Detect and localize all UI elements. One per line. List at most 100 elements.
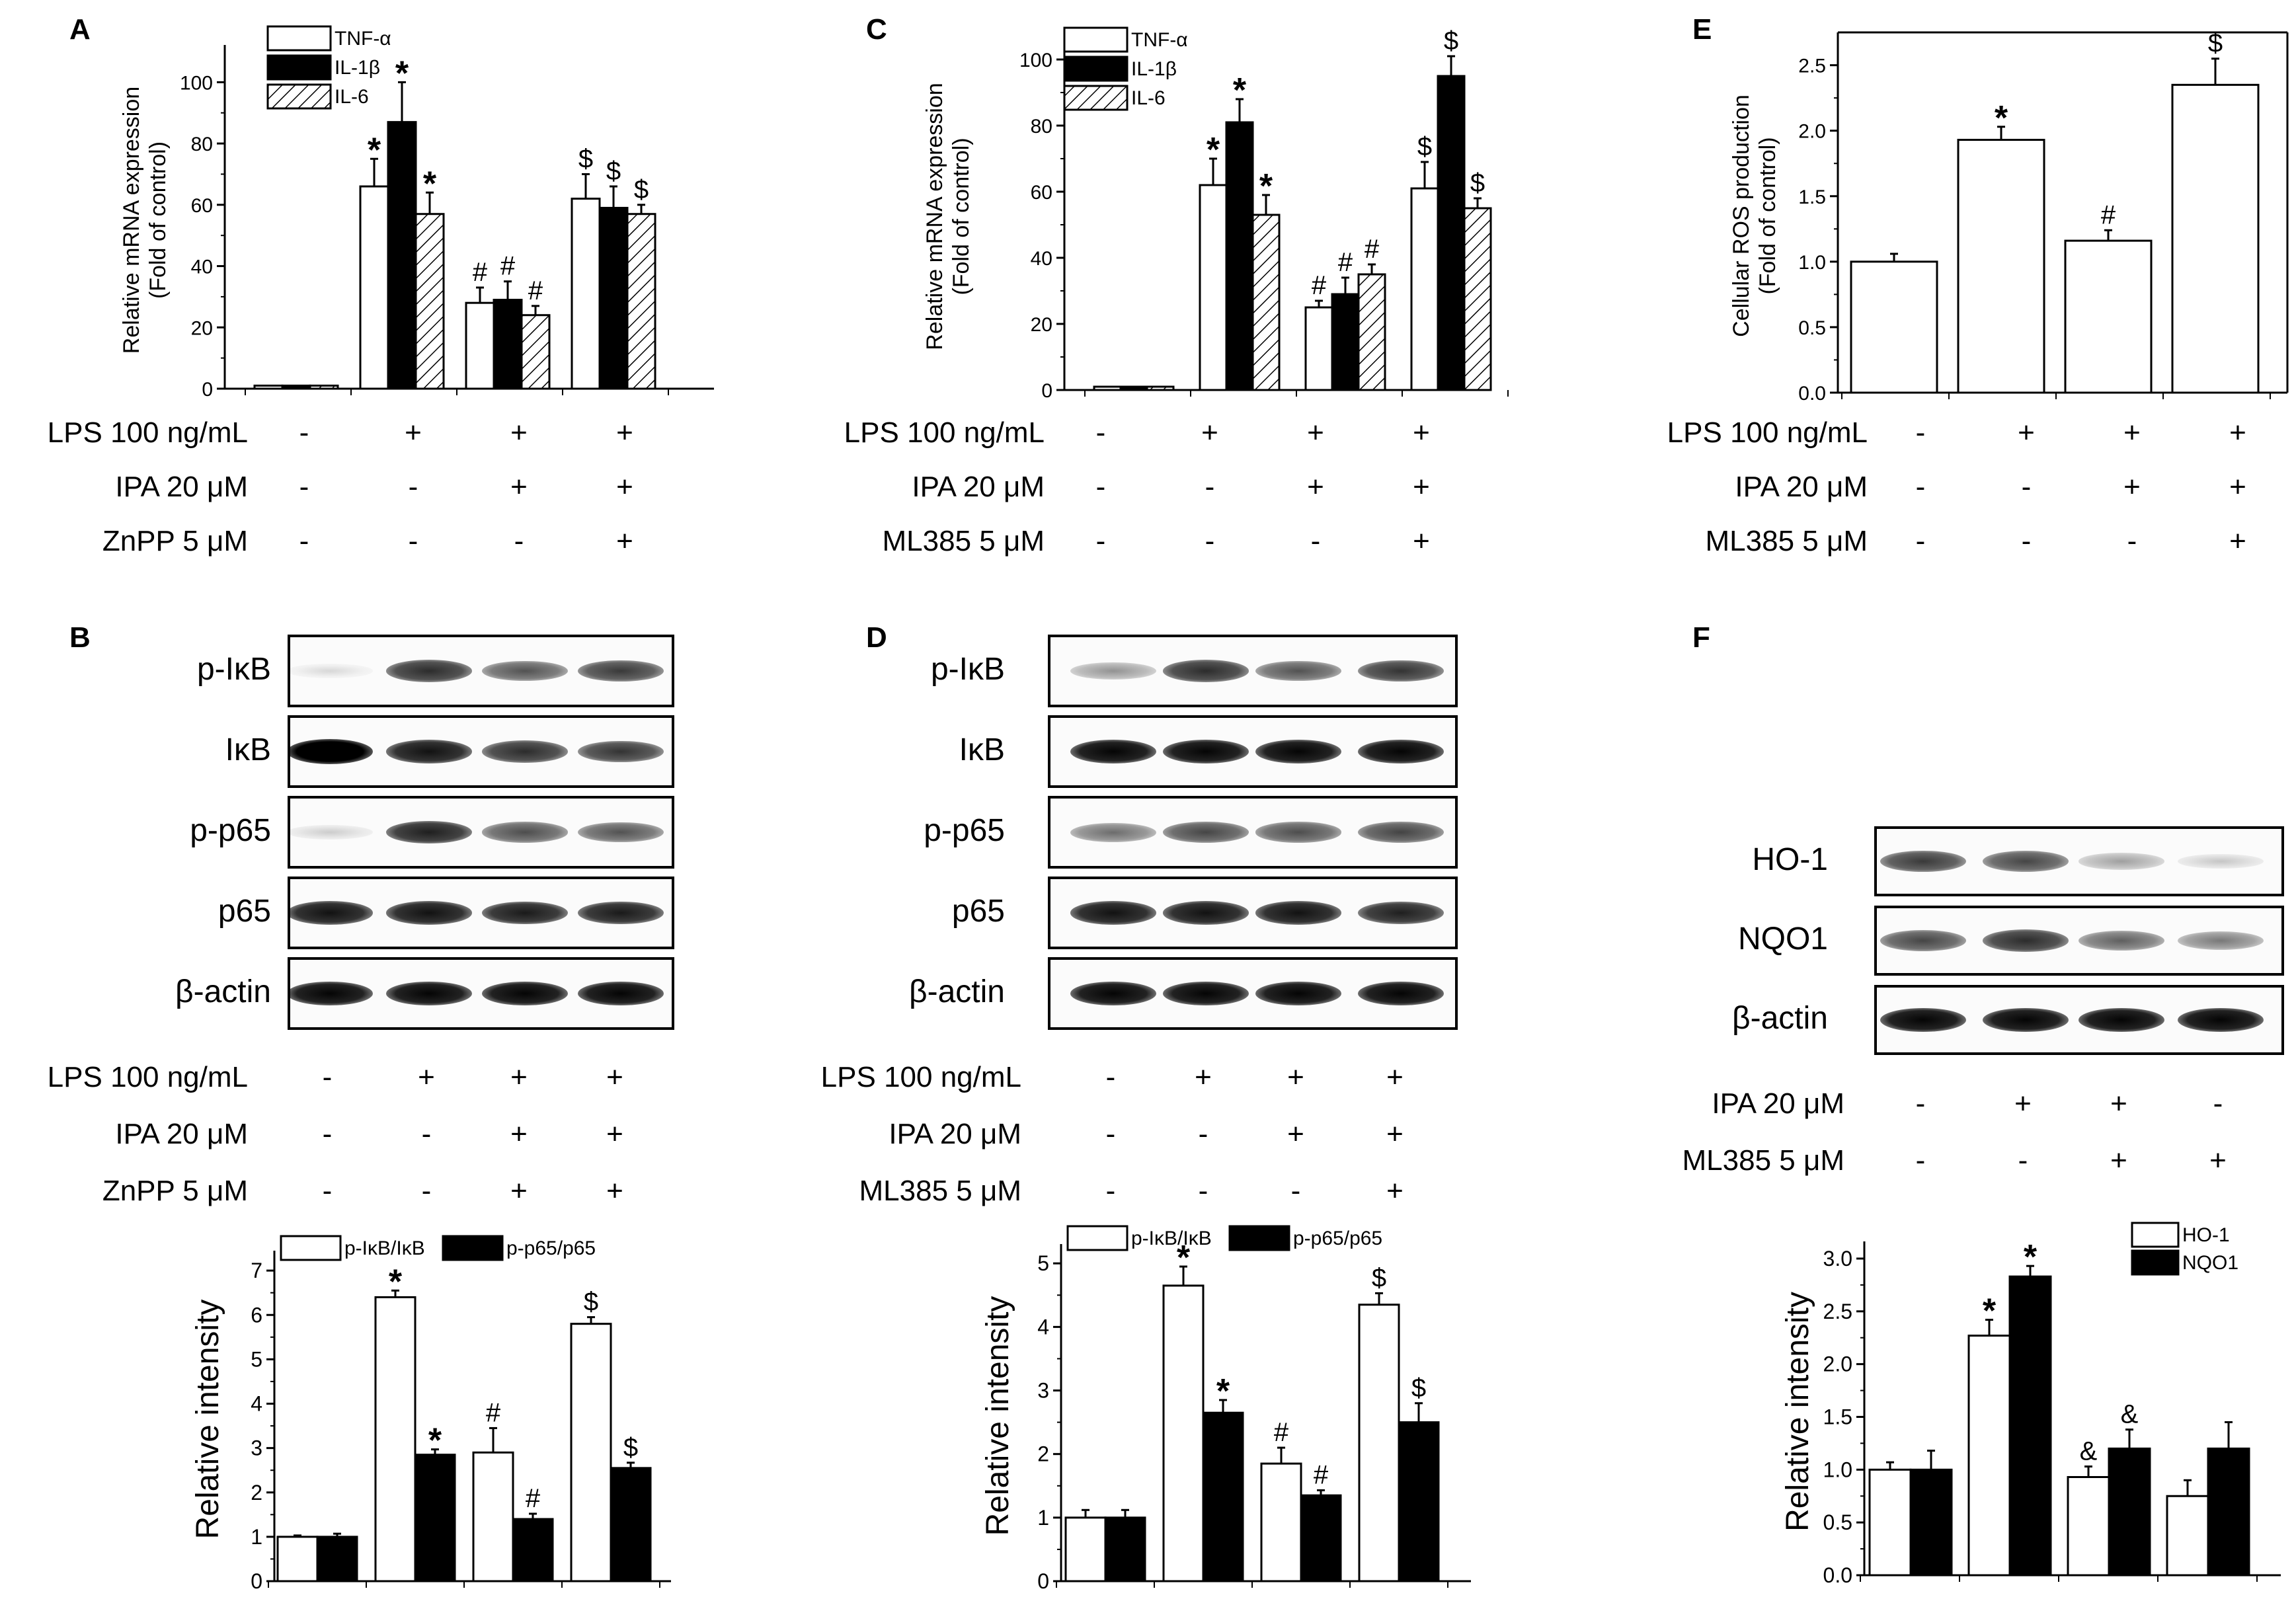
bar-il6-3	[520, 314, 551, 390]
y-axis-label: Relative mRNA expression	[922, 83, 947, 350]
y-tick-label: 40	[1031, 248, 1052, 270]
treatment-sign: -	[1205, 471, 1215, 503]
treatment-sign: +	[510, 1175, 528, 1207]
treatment-sign: +	[2110, 1087, 2127, 1120]
treatment-sign: +	[2229, 471, 2246, 503]
y-tick-label: 5	[1037, 1251, 1049, 1275]
y-tick-label: 7	[251, 1259, 262, 1282]
bar-ros-1	[1850, 260, 1938, 394]
bar-pibib-3	[1260, 1462, 1302, 1582]
bar-pibib-4	[570, 1323, 612, 1582]
blot-strip	[1048, 715, 1458, 788]
treatment-sign: -	[408, 525, 418, 557]
y-tick-label: 2	[251, 1481, 262, 1504]
bar-pp65p65-3	[512, 1518, 554, 1582]
treatment-label: LPS 100 ng/mL	[844, 416, 1045, 449]
legend-label: HO-1	[2182, 1224, 2230, 1246]
blot-band	[578, 822, 664, 843]
legend-label: p-IκB/IκB	[1131, 1228, 1212, 1249]
bar-tnf-3	[1304, 306, 1333, 391]
treatment-label: IPA 20 μM	[1735, 471, 1868, 503]
bar-tnf-1	[253, 384, 284, 390]
panel-label-d: D	[866, 621, 887, 654]
treatment-label: ML385 5 μM	[859, 1175, 1021, 1207]
legend-label: IL-6	[1131, 87, 1166, 109]
treatment-label: LPS 100 ng/mL	[47, 416, 248, 449]
blot-band	[1070, 739, 1156, 764]
blot-band	[1880, 850, 1966, 873]
blot-label: β-actin	[909, 974, 1005, 1009]
blot-band	[578, 901, 664, 925]
blot-label: IκB	[225, 732, 271, 767]
blot-band	[2178, 853, 2264, 869]
blot-band	[1983, 929, 2069, 952]
bar-pp65p65-1	[1104, 1516, 1146, 1582]
bar-il6-1	[309, 384, 339, 390]
treatment-sign: -	[1310, 525, 1321, 557]
y-tick-label: 2.0	[1823, 1352, 1852, 1376]
bar-tnf-2	[359, 185, 389, 390]
y-axis-label: Relative mRNA expression	[119, 87, 144, 354]
bar-il6-4	[626, 213, 656, 390]
significance-mark: *	[1177, 1239, 1191, 1277]
significance-mark: *	[1995, 99, 2008, 137]
blot-strip	[288, 796, 674, 869]
y-tick-label: 1	[1037, 1506, 1049, 1530]
bar-il1-3	[493, 299, 523, 390]
treatment-sign: +	[510, 416, 528, 449]
treatment-sign: -	[1095, 525, 1106, 557]
blot-band	[2078, 853, 2164, 870]
blot-strip	[288, 715, 674, 788]
treatment-label: ML385 5 μM	[1705, 525, 1868, 557]
treatment-label: LPS 100 ng/mL	[47, 1061, 248, 1093]
blot-band	[1255, 822, 1341, 843]
blot-band	[1255, 981, 1341, 1006]
blot-strip	[1048, 796, 1458, 869]
blot-label: p-IκB	[196, 652, 271, 687]
treatment-sign: +	[2014, 1087, 2032, 1120]
treatment-sign: -	[408, 471, 418, 503]
y-tick-label: 3	[251, 1436, 262, 1460]
y-tick-label: 80	[191, 134, 213, 155]
blot-strip	[1874, 985, 2284, 1055]
y-tick-label: 4	[251, 1392, 262, 1416]
treatment-sign: +	[2123, 471, 2141, 503]
bar-ho1-1	[1868, 1468, 1912, 1577]
significance-mark: #	[486, 1398, 501, 1427]
blot-label: p65	[218, 894, 271, 929]
blot-strip	[1048, 957, 1458, 1030]
bar-pp65p65-4	[610, 1467, 652, 1582]
bar-pp65p65-4	[1398, 1421, 1440, 1582]
legend-label: p-p65/p65	[506, 1237, 596, 1259]
treatment-sign: -	[1095, 471, 1106, 503]
significance-mark: #	[1314, 1461, 1329, 1490]
blot-strip	[1874, 906, 2284, 976]
blot-band	[2078, 1007, 2164, 1033]
chart-d: 0 1 2 3 4 5 Relative intensity * * # # $ $ p-IκB/IκB p…	[980, 1225, 1471, 1593]
treatment-label: IPA 20 μM	[889, 1118, 1021, 1150]
treatment-sign: -	[322, 1061, 333, 1093]
significance-mark: &	[2080, 1437, 2098, 1466]
treatment-sign: +	[418, 1061, 435, 1093]
legend-swatch	[1063, 56, 1128, 82]
blot-band	[1255, 739, 1341, 764]
significance-mark: $	[1444, 26, 1458, 56]
significance-mark: #	[1312, 271, 1327, 300]
blot-band	[1255, 660, 1341, 682]
significance-mark: $	[634, 175, 649, 204]
treatment-sign: -	[1915, 525, 1926, 557]
bar-ros-2	[1957, 139, 2045, 394]
bar-il1-4	[1437, 75, 1466, 391]
blot-band	[386, 660, 472, 682]
treatment-sign: +	[510, 1118, 528, 1150]
bar-il6-2	[415, 213, 445, 390]
treatment-sign: +	[606, 1175, 623, 1207]
bar-il1-1	[281, 384, 311, 390]
treatment-sign: +	[405, 416, 422, 449]
bar-tnf-2	[1199, 184, 1228, 391]
y-tick-label: 0	[251, 1569, 262, 1593]
treatment-sign: -	[2018, 1144, 2028, 1177]
significance-mark: $	[584, 1288, 598, 1317]
blot-label: p-p65	[924, 813, 1005, 848]
panel-label-e: E	[1692, 13, 1712, 46]
